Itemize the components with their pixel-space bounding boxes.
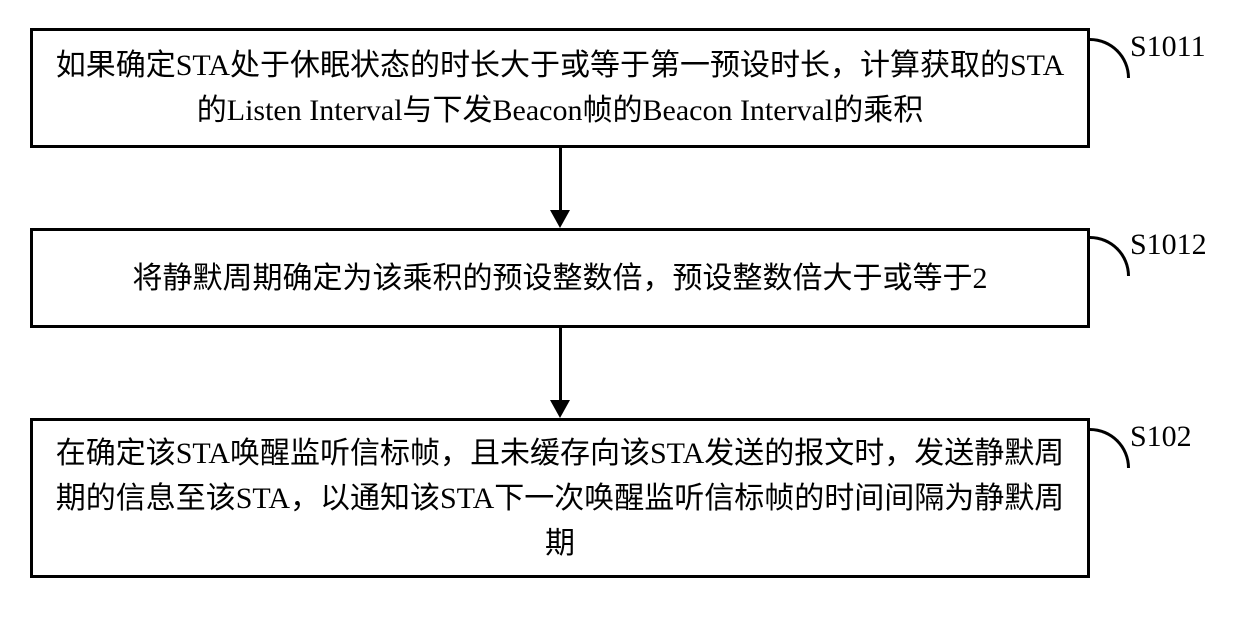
flowchart-canvas: 如果确定STA处于休眠状态的时长大于或等于第一预设时长，计算获取的STA的Lis… [0, 0, 1240, 631]
step-s1012-label: S1012 [1130, 228, 1207, 262]
step-s102-box: 在确定该STA唤醒监听信标帧，且未缓存向该STA发送的报文时，发送静默周期的信息… [30, 418, 1090, 578]
step-s102-callout [1090, 428, 1130, 468]
step-s102-text: 在确定该STA唤醒监听信标帧，且未缓存向该STA发送的报文时，发送静默周期的信息… [53, 431, 1067, 566]
step-s1012-box: 将静默周期确定为该乘积的预设整数倍，预设整数倍大于或等于2 [30, 228, 1090, 328]
step-s1011-box: 如果确定STA处于休眠状态的时长大于或等于第一预设时长，计算获取的STA的Lis… [30, 28, 1090, 148]
step-s102-label: S102 [1130, 420, 1192, 454]
step-s1012-callout [1090, 236, 1130, 276]
arrow-1-line [559, 148, 562, 210]
arrow-2-line [559, 328, 562, 400]
step-s1011-label: S1011 [1130, 30, 1206, 64]
arrow-2-head [550, 400, 570, 418]
step-s1011-text: 如果确定STA处于休眠状态的时长大于或等于第一预设时长，计算获取的STA的Lis… [53, 43, 1067, 133]
step-s1012-text: 将静默周期确定为该乘积的预设整数倍，预设整数倍大于或等于2 [133, 256, 988, 301]
step-s1011-callout [1090, 38, 1130, 78]
arrow-1-head [550, 210, 570, 228]
